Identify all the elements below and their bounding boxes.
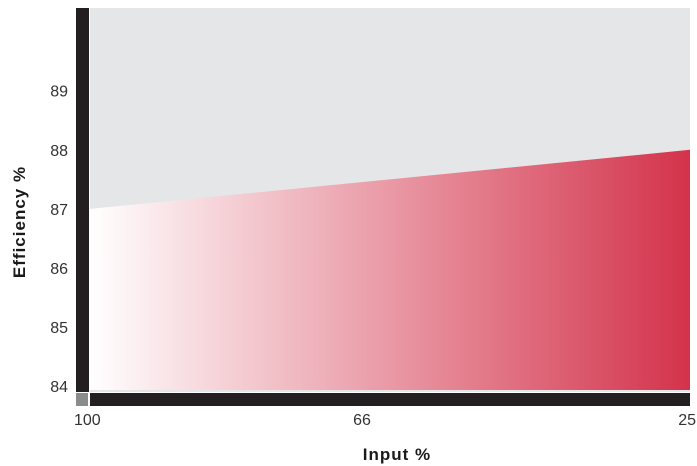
y-axis-title: Efficiency % [10,166,29,278]
x-tick-label-66: 66 [353,412,371,429]
y-tick-label-87: 87 [50,202,68,219]
x-tick-labels: 100 66 25 [74,412,696,429]
efficiency-area [90,149,690,390]
x-axis-bar [90,393,690,406]
x-axis-title: Input % [363,445,431,464]
y-tick-label-89: 89 [50,84,68,101]
y-tick-label-88: 88 [50,143,68,160]
y-tick-label-85: 85 [50,320,68,337]
y-tick-label-84: 84 [50,379,68,396]
y-tick-labels: 84 85 86 87 88 89 [50,84,68,396]
axis-corner-square [76,393,88,406]
x-tick-label-25: 25 [678,412,696,429]
y-tick-label-86: 86 [50,261,68,278]
y-axis-bar [76,8,89,392]
x-tick-label-100: 100 [74,412,101,429]
